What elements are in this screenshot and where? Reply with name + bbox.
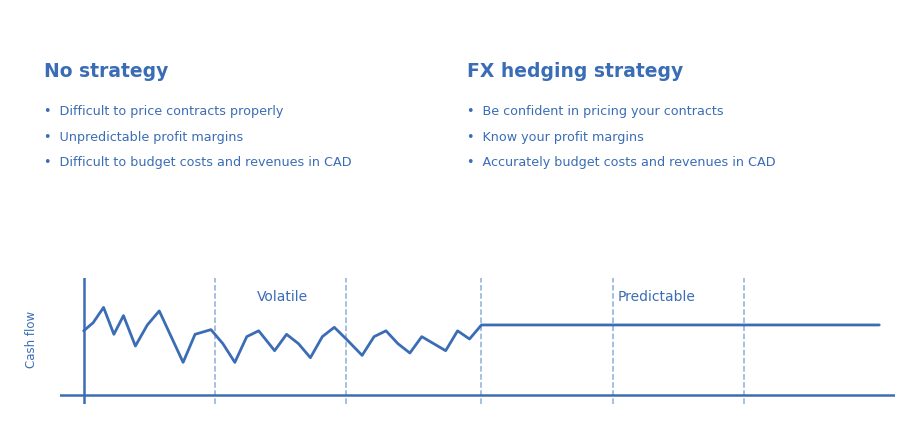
Text: Volatile: Volatile xyxy=(256,290,308,304)
Text: •  Unpredictable profit margins: • Unpredictable profit margins xyxy=(44,131,244,143)
Text: •  Difficult to price contracts properly: • Difficult to price contracts properly xyxy=(44,105,283,118)
Text: Predictable: Predictable xyxy=(617,290,695,304)
Text: No strategy: No strategy xyxy=(44,62,168,81)
Text: FX hedging strategy: FX hedging strategy xyxy=(467,62,683,81)
Text: With FX hedging, you can mitigate your risk from fluctuating currency.: With FX hedging, you can mitigate your r… xyxy=(15,11,657,27)
Text: •  Accurately budget costs and revenues in CAD: • Accurately budget costs and revenues i… xyxy=(467,156,775,169)
Text: •  Know your profit margins: • Know your profit margins xyxy=(467,131,643,143)
Text: •  Be confident in pricing your contracts: • Be confident in pricing your contracts xyxy=(467,105,723,118)
Text: Cash flow: Cash flow xyxy=(26,310,39,368)
Text: •  Difficult to budget costs and revenues in CAD: • Difficult to budget costs and revenues… xyxy=(44,156,351,169)
